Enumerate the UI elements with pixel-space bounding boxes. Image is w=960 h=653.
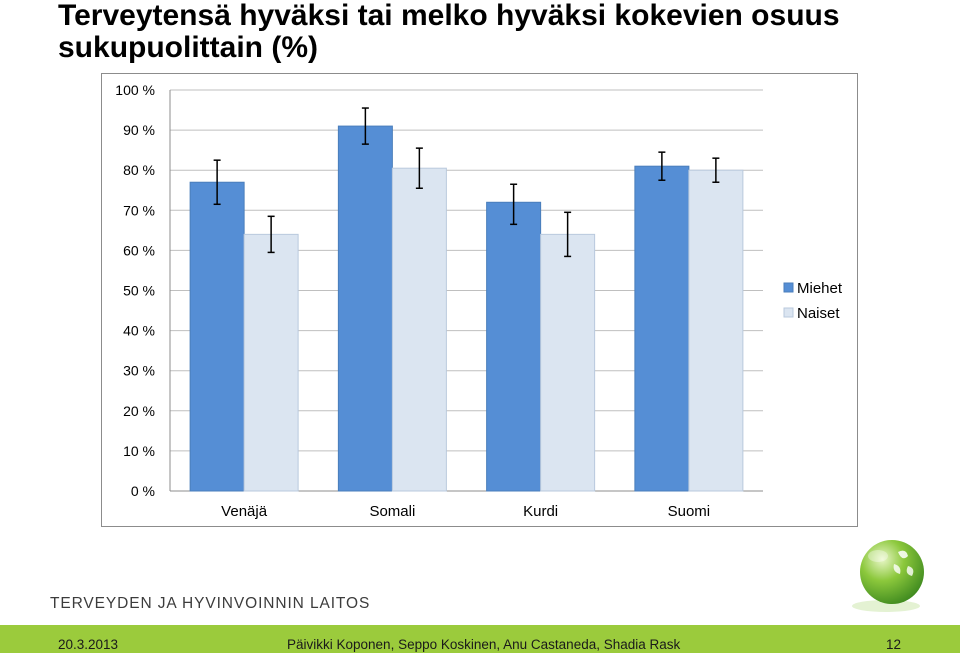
y-tick-label: 30 % bbox=[123, 363, 155, 379]
footer-date: 20.3.2013 bbox=[58, 637, 119, 652]
y-axis-ticks: 0 % 10 % 20 % 30 % 40 % 50 % 60 % 70 % 80 % 90 % 1… bbox=[115, 82, 155, 499]
organization-name: TERVEYDEN JA HYVINVOINNIN LAITOS bbox=[50, 595, 371, 612]
y-tick-label: 10 % bbox=[123, 443, 155, 459]
x-tick-label: Venäjä bbox=[221, 503, 268, 520]
legend-label-naiset: Naiset bbox=[797, 305, 840, 322]
page-number: 12 bbox=[886, 637, 902, 652]
y-tick-label: 0 % bbox=[131, 483, 155, 499]
x-tick-label: Kurdi bbox=[523, 503, 558, 520]
bar-naiset-suomi bbox=[688, 169, 744, 492]
y-tick-label: 40 % bbox=[123, 323, 155, 339]
bars bbox=[189, 125, 744, 492]
y-tick-label: 80 % bbox=[123, 162, 155, 178]
y-tick-label: 50 % bbox=[123, 283, 155, 299]
y-tick-label: 70 % bbox=[123, 202, 155, 218]
bar-miehet-somali bbox=[337, 125, 393, 492]
legend-swatch-miehet bbox=[783, 282, 794, 293]
y-tick-label: 90 % bbox=[123, 122, 155, 138]
footer-bar: 20.3.2013 Päivikki Koponen, Seppo Koskin… bbox=[0, 625, 960, 653]
clover-sphere-icon bbox=[828, 532, 938, 625]
bar-miehet-kurdi bbox=[486, 201, 542, 492]
chart-frame: 0 % 10 % 20 % 30 % 40 % 50 % 60 % 70 % 80 % 90 % 1… bbox=[101, 73, 858, 527]
x-axis-ticks: Venäjä Somali Kurdi Suomi bbox=[221, 503, 710, 520]
footer-authors: Päivikki Koponen, Seppo Koskinen, Anu Ca… bbox=[287, 637, 681, 652]
y-tick-label: 100 % bbox=[115, 82, 155, 98]
slide-title: Terveytensä hyväksi tai melko hyväksi ko… bbox=[58, 0, 840, 64]
bar-naiset-somali bbox=[391, 167, 447, 492]
y-tick-label: 20 % bbox=[123, 403, 155, 419]
bar-naiset-venäjä bbox=[243, 233, 299, 492]
y-tick-label: 60 % bbox=[123, 242, 155, 258]
bar-miehet-venäjä bbox=[189, 181, 245, 492]
legend: Miehet Naiset bbox=[783, 280, 843, 322]
error-bars bbox=[213, 107, 720, 258]
legend-label-miehet: Miehet bbox=[797, 280, 843, 297]
bar-naiset-kurdi bbox=[540, 233, 596, 492]
bar-miehet-suomi bbox=[634, 165, 690, 492]
x-tick-label: Somali bbox=[369, 503, 415, 520]
legend-swatch-naiset bbox=[783, 307, 794, 318]
x-tick-label: Suomi bbox=[668, 503, 711, 520]
bar-chart: 0 % 10 % 20 % 30 % 40 % 50 % 60 % 70 % 80 % 90 % 1… bbox=[115, 82, 843, 520]
